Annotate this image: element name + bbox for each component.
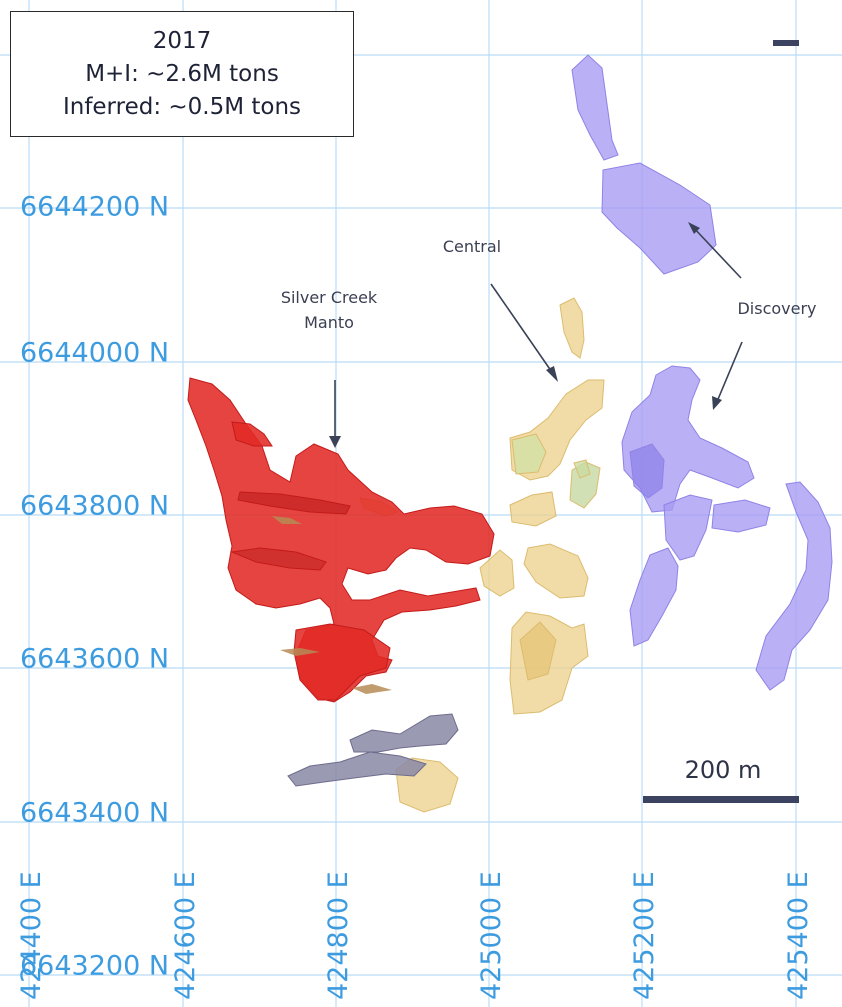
easting-label-425400: 425400 E bbox=[783, 871, 814, 1000]
manto-body-dark-band-2 bbox=[230, 547, 327, 571]
summary-measured-indicated: M+I: ~2.6M tons bbox=[85, 60, 279, 87]
discovery-label: Discovery bbox=[737, 299, 816, 318]
central-body-mid bbox=[509, 491, 557, 527]
discovery-body-east-vein bbox=[755, 481, 833, 691]
manto-body-upper-fin bbox=[231, 421, 273, 447]
manto-body-olive-sliver-3 bbox=[272, 516, 302, 524]
northing-label-6643800: 6643800 N bbox=[20, 491, 169, 522]
scale-bar-line bbox=[643, 796, 799, 803]
northing-label-6643600: 6643600 N bbox=[20, 644, 169, 675]
northing-label-6644200: 6644200 N bbox=[20, 192, 169, 223]
silver-creek-arrow-head bbox=[329, 436, 341, 448]
scale-bar-label: 200 m bbox=[685, 756, 762, 784]
discovery-arrow-lower-head bbox=[712, 396, 722, 410]
manto-body-main bbox=[187, 377, 495, 703]
discovery-body-north-sliver bbox=[571, 54, 619, 161]
summary-inferred: Inferred: ~0.5M tons bbox=[62, 93, 302, 120]
central-label: Central bbox=[443, 237, 501, 256]
central-arrow-line bbox=[490, 283, 557, 379]
central-body-north bbox=[559, 297, 585, 359]
discovery-zone-bodies bbox=[571, 54, 833, 691]
central-body-south-inner bbox=[519, 621, 557, 681]
minus-icon[interactable] bbox=[773, 40, 799, 46]
central-zone-bodies bbox=[359, 297, 605, 813]
easting-label-425000: 425000 E bbox=[476, 871, 507, 1000]
silver-creek-label-line1: Silver Creek bbox=[281, 288, 378, 307]
easting-labels: 424400 E 424600 E 424800 E 425000 E 4252… bbox=[16, 871, 814, 1000]
easting-label-424800: 424800 E bbox=[323, 871, 354, 1000]
central-body-center bbox=[523, 543, 589, 599]
discovery-body-core-dark bbox=[629, 443, 665, 499]
resource-summary-box: 2017 M+I: ~2.6M tons Inferred: ~0.5M ton… bbox=[10, 11, 354, 137]
southern-grey-bodies bbox=[287, 713, 459, 787]
silver-creek-manto-bodies bbox=[187, 377, 495, 703]
easting-label-425200: 425200 E bbox=[629, 871, 660, 1000]
discovery-arrow-upper-line bbox=[691, 225, 742, 279]
northing-labels: 6644200 N 6644000 N 6643800 N 6643600 N … bbox=[20, 192, 169, 982]
central-body-upper-green bbox=[511, 433, 547, 475]
discovery-body-southwest bbox=[629, 547, 679, 647]
silver-creek-label-line2: Manto bbox=[304, 313, 354, 332]
central-body-mini bbox=[573, 459, 591, 479]
northing-label-6643400: 6643400 N bbox=[20, 798, 169, 829]
discovery-arrow-lower-line bbox=[715, 341, 743, 405]
easting-label-424600: 424600 E bbox=[170, 871, 201, 1000]
grey-body-lower bbox=[287, 751, 427, 787]
callouts: Central Silver Creek Manto Discovery bbox=[281, 222, 817, 448]
manto-body-dark-band bbox=[237, 491, 351, 515]
discovery-arrow-upper-head bbox=[688, 222, 700, 234]
central-arrow-head bbox=[546, 366, 558, 382]
discovery-body-east-arm bbox=[711, 499, 771, 533]
manto-body-olive-sliver bbox=[280, 648, 320, 656]
manto-body-olive-sliver-2 bbox=[352, 684, 392, 694]
easting-label-424400: 424400 E bbox=[16, 871, 47, 1000]
discovery-body-mid-arm bbox=[663, 494, 713, 561]
grey-body-upper bbox=[349, 713, 459, 753]
summary-year: 2017 bbox=[152, 27, 212, 54]
discovery-body-north-lens bbox=[601, 162, 717, 275]
northing-label-6644000: 6644000 N bbox=[20, 338, 169, 369]
scale-bar: 200 m bbox=[643, 756, 799, 803]
central-body-west bbox=[479, 549, 515, 597]
northing-label-6643200: 6643200 N bbox=[20, 951, 169, 982]
manto-body-lower-lobe bbox=[293, 623, 391, 701]
